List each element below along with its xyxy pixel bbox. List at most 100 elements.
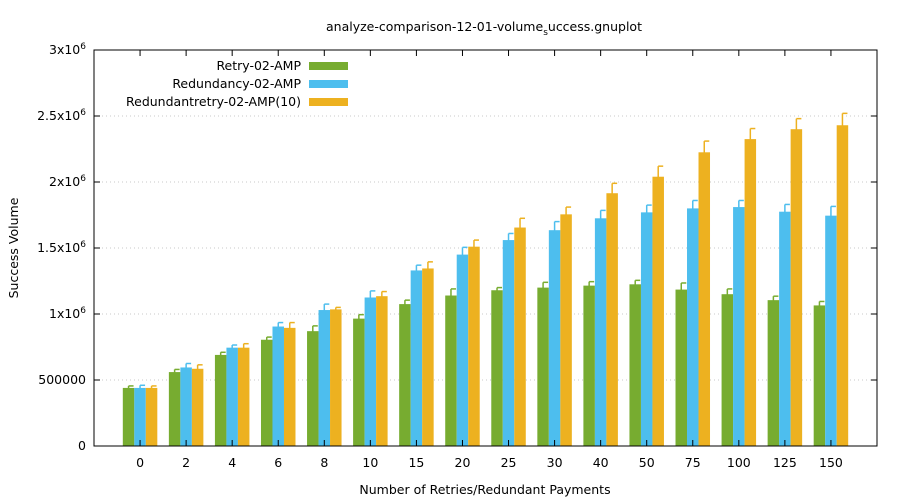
x-axis-label: Number of Retries/Redundant Payments bbox=[359, 482, 610, 497]
bar-retry-02-amp bbox=[445, 295, 457, 446]
bar-redundancy-02-amp bbox=[180, 367, 192, 446]
legend-swatch bbox=[309, 80, 348, 88]
bar-redundantretry-02-amp-10 bbox=[191, 368, 204, 446]
y-tick-label: 2.5x106 bbox=[37, 108, 86, 123]
bar-retry-02-amp bbox=[399, 304, 411, 446]
bar-redundancy-02-amp bbox=[226, 347, 238, 446]
y-tick-base: 500000 bbox=[38, 372, 86, 387]
bar-redundancy-02-amp bbox=[548, 230, 561, 446]
x-tick-label: 100 bbox=[727, 455, 751, 470]
bar-redundancy-02-amp bbox=[364, 297, 377, 446]
x-tick-label: 40 bbox=[593, 455, 609, 470]
bar-retry-02-amp bbox=[767, 300, 780, 446]
bar-redundancy-02-amp bbox=[272, 326, 284, 446]
chart-title: analyze-comparison-12-01-volumesuccess.g… bbox=[326, 19, 642, 38]
x-tick-label: 0 bbox=[136, 455, 144, 470]
legend-label: Redundantretry-02-AMP(10) bbox=[126, 94, 301, 109]
bar-retry-02-amp bbox=[813, 305, 826, 446]
bar-redundancy-02-amp bbox=[733, 207, 745, 446]
bar-redundancy-02-amp bbox=[502, 240, 515, 446]
legend-label: Retry-02-AMP bbox=[216, 58, 301, 73]
title-subscript: s bbox=[543, 28, 548, 38]
x-tick-label: 10 bbox=[362, 455, 378, 470]
bar-redundancy-02-amp bbox=[687, 208, 699, 446]
bar-retry-02-amp bbox=[721, 294, 734, 446]
bar-redundancy-02-amp bbox=[456, 254, 469, 446]
y-tick-base: 0 bbox=[78, 438, 86, 453]
bar-redundantretry-02-amp-10 bbox=[606, 193, 618, 446]
legend: Retry-02-AMP Redundancy-02-AMP Redundantre… bbox=[126, 58, 348, 109]
y-tick-label: 500000 bbox=[38, 372, 86, 387]
x-tick-label: 20 bbox=[455, 455, 471, 470]
x-tick-label: 125 bbox=[773, 455, 797, 470]
bar-retry-02-amp bbox=[629, 284, 641, 446]
bar-redundantretry-02-amp-10 bbox=[376, 296, 388, 446]
bar-redundancy-02-amp bbox=[594, 218, 607, 446]
y-tick-base: 3x10 bbox=[49, 42, 80, 57]
bar-redundantretry-02-amp-10 bbox=[744, 139, 757, 446]
y-tick-exponent: 6 bbox=[80, 306, 86, 316]
bar-retry-02-amp bbox=[537, 287, 549, 446]
y-tick-exponent: 6 bbox=[80, 174, 86, 184]
y-tick-exponent: 6 bbox=[80, 42, 86, 52]
y-tick-base: 1x10 bbox=[49, 306, 80, 321]
bar-redundantretry-02-amp-10 bbox=[560, 214, 572, 446]
bar-redundantretry-02-amp-10 bbox=[237, 347, 250, 446]
y-tick-exponent: 6 bbox=[80, 108, 86, 118]
bar-redundantretry-02-amp-10 bbox=[652, 176, 664, 446]
y-tick-label: 0 bbox=[78, 438, 86, 453]
bar-redundancy-02-amp bbox=[134, 387, 146, 446]
bar-redundantretry-02-amp-10 bbox=[283, 327, 296, 446]
y-tick-label: 3x106 bbox=[49, 42, 86, 57]
x-tick-label: 4 bbox=[228, 455, 236, 470]
bar-retry-02-amp bbox=[675, 289, 688, 446]
y-tick-label: 1x106 bbox=[49, 306, 86, 321]
legend-swatch bbox=[309, 62, 348, 70]
grid-layer bbox=[94, 115, 877, 381]
bar-retry-02-amp bbox=[583, 285, 595, 446]
x-tick-label: 30 bbox=[547, 455, 563, 470]
bar-redundantretry-02-amp-10 bbox=[468, 246, 480, 446]
x-tick-label: 50 bbox=[639, 455, 655, 470]
bar-retry-02-amp bbox=[353, 318, 365, 446]
bar-redundantretry-02-amp-10 bbox=[836, 125, 849, 447]
bar-redundantretry-02-amp-10 bbox=[790, 129, 803, 446]
bar-retry-02-amp bbox=[122, 387, 135, 446]
x-tick-label: 2 bbox=[182, 455, 190, 470]
bar-redundancy-02-amp bbox=[779, 211, 791, 446]
y-tick-label: 1.5x106 bbox=[37, 240, 86, 255]
bar-retry-02-amp bbox=[168, 372, 181, 446]
bar-retry-02-amp bbox=[214, 354, 227, 446]
x-tick-label: 150 bbox=[819, 455, 843, 470]
bar-retry-02-amp bbox=[491, 290, 503, 446]
bar-redundantretry-02-amp-10 bbox=[330, 309, 342, 446]
y-axis-label: Success Volume bbox=[6, 197, 21, 298]
x-tick-label: 15 bbox=[408, 455, 424, 470]
bar-redundantretry-02-amp-10 bbox=[145, 387, 158, 446]
bars-layer bbox=[122, 112, 849, 447]
legend-swatch bbox=[309, 98, 348, 106]
bar-redundantretry-02-amp-10 bbox=[698, 152, 711, 447]
x-tick-label: 6 bbox=[274, 455, 282, 470]
plot-frame bbox=[93, 49, 878, 447]
title-main: analyze-comparison-12-01-volume bbox=[326, 19, 543, 34]
x-tick-label: 8 bbox=[320, 455, 328, 470]
bar-redundancy-02-amp bbox=[825, 215, 837, 446]
title-rest: uccess.gnuplot bbox=[548, 19, 642, 34]
legend-label: Redundancy-02-AMP bbox=[172, 76, 301, 91]
bar-retry-02-amp bbox=[260, 339, 273, 446]
y-tick-label: 2x106 bbox=[49, 174, 86, 189]
y-tick-exponent: 6 bbox=[80, 240, 86, 250]
bar-redundancy-02-amp bbox=[410, 270, 423, 446]
y-tick-base: 2x10 bbox=[49, 174, 80, 189]
y-tick-base: 1.5x10 bbox=[37, 240, 80, 255]
bar-redundantretry-02-amp-10 bbox=[422, 268, 434, 446]
bar-redundantretry-02-amp-10 bbox=[514, 227, 526, 446]
bar-redundancy-02-amp bbox=[318, 310, 331, 446]
x-tick-label: 25 bbox=[501, 455, 517, 470]
x-tick-label: 75 bbox=[685, 455, 701, 470]
bar-retry-02-amp bbox=[307, 331, 319, 446]
y-tick-base: 2.5x10 bbox=[37, 108, 80, 123]
